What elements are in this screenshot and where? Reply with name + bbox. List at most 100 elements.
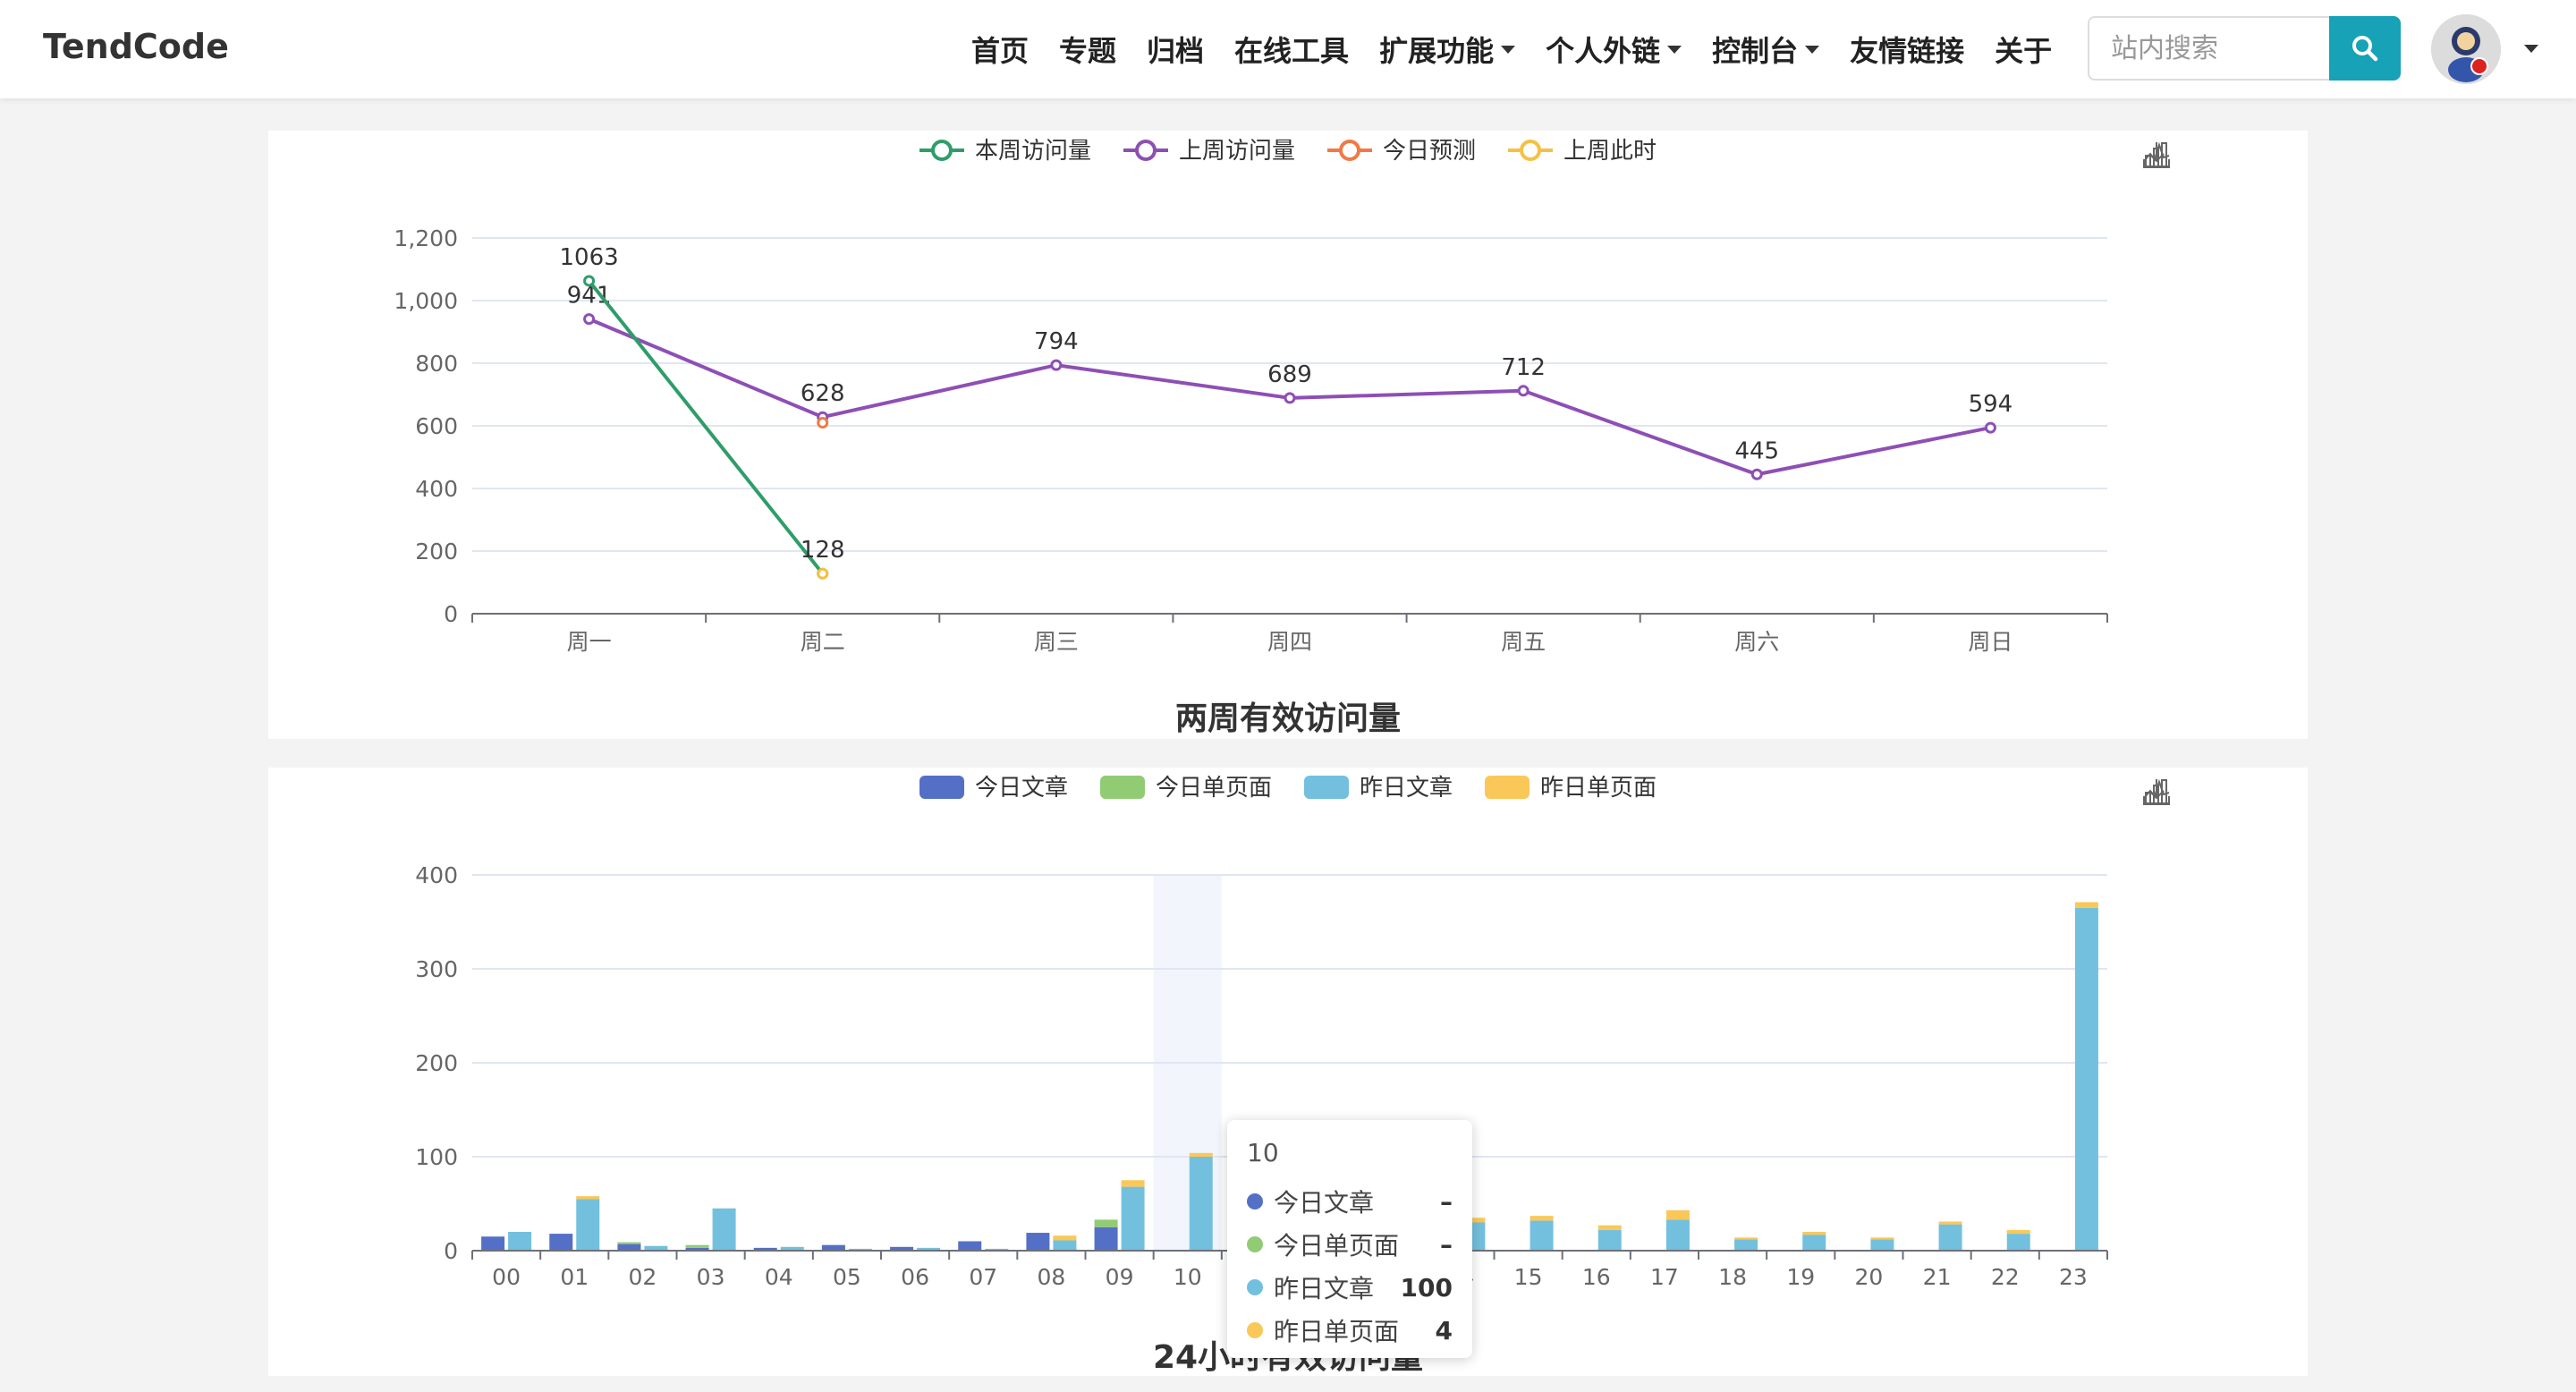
bar-segment: [481, 1236, 505, 1251]
legend-item: 昨日文章: [1304, 775, 1453, 802]
legend-item: 今日文章: [919, 775, 1068, 802]
bar-segment: [1094, 1226, 1118, 1251]
nav-item-extensions[interactable]: 扩展功能: [1379, 29, 1516, 70]
tooltip-series-name: 今日单页面: [1274, 1231, 1400, 1260]
tooltip-series-value: 100: [1400, 1272, 1453, 1303]
x-tick-label: 05: [833, 1264, 861, 1290]
brand-logo-link[interactable]: TendCode: [43, 27, 229, 66]
legend-item: 上周此时: [1508, 138, 1657, 165]
x-tick-label: 18: [1718, 1264, 1747, 1290]
x-tick-label: 02: [629, 1264, 657, 1290]
caret-down-icon: [1805, 45, 1820, 54]
data-point: [817, 567, 829, 580]
save-image-button[interactable]: [2143, 777, 2286, 825]
nav-item-topics[interactable]: 专题: [1059, 29, 1116, 70]
nav-item-console[interactable]: 控制台: [1712, 29, 1820, 70]
x-tick-label: 03: [697, 1264, 725, 1290]
bar-segment: [753, 1247, 777, 1251]
bar-segment: [1802, 1232, 1826, 1235]
bar-segment: [1802, 1235, 1826, 1251]
bar-segment: [848, 1248, 872, 1251]
bar-segment: [549, 1234, 573, 1251]
tooltip-row: 今日文章 –: [1247, 1180, 1453, 1223]
x-tick-label: 15: [1514, 1264, 1543, 1290]
y-tick-label: 200: [415, 1050, 458, 1076]
x-tick-label: 10: [1174, 1264, 1202, 1290]
bar-segment: [1530, 1220, 1554, 1251]
caret-down-icon: [1501, 45, 1516, 54]
avatar-caret-down-icon[interactable]: [2524, 45, 2538, 53]
x-tick-label: 17: [1650, 1264, 1679, 1290]
legend-dot-icon: [1247, 1236, 1263, 1252]
x-tick-label: 周一: [567, 629, 612, 655]
nav-item-label: 归档: [1147, 34, 1205, 68]
legend-label: 昨日单页面: [1540, 775, 1657, 802]
bar-segment: [1938, 1224, 1962, 1251]
bar-segment: [2006, 1229, 2030, 1235]
nav-item-label: 个人外链: [1546, 34, 1661, 68]
nav-item-label: 控制台: [1712, 34, 1799, 68]
chart-toolbox: [2141, 777, 2286, 825]
chart-toolbox: [2141, 140, 2286, 188]
switch-to-bar-button[interactable]: [2143, 777, 2238, 825]
x-tick-label: 21: [1923, 1264, 1952, 1290]
x-tick-label: 19: [1786, 1264, 1815, 1290]
bar-segment: [576, 1196, 600, 1200]
nav-item-personal-links[interactable]: 个人外链: [1546, 29, 1682, 70]
nav-item-archive[interactable]: 归档: [1147, 29, 1204, 70]
bar-segment: [712, 1208, 736, 1251]
y-tick-label: 300: [415, 956, 458, 982]
data-label: 594: [1969, 391, 2013, 418]
bar-segment: [576, 1199, 600, 1251]
weekly-visits-line-chart: 本周访问量 上周访问量 今日预测 上周此时 0 200 400 600 800 1,000 1,20…: [394, 138, 2108, 655]
bar-segment: [1870, 1239, 1894, 1251]
nav-item-label: 关于: [1995, 34, 2053, 68]
legend-label: 上周访问量: [1179, 138, 1295, 165]
search-input[interactable]: [2088, 16, 2329, 81]
bar-segment: [985, 1248, 1009, 1251]
bar-segment: [685, 1244, 709, 1248]
save-image-button[interactable]: [2143, 140, 2286, 188]
x-tick-label: 01: [560, 1264, 589, 1290]
x-tick-label: 07: [969, 1264, 997, 1290]
user-avatar[interactable]: [2431, 14, 2501, 84]
top-navbar: TendCode 首页 专题 归档 在线工具 扩展功能 个人外链 控制台 友情链…: [0, 0, 2576, 98]
y-tick-label: 0: [444, 601, 458, 627]
legend-marker-icon: [931, 140, 953, 161]
data-label: 794: [1034, 328, 1079, 355]
data-label: 628: [801, 380, 845, 407]
x-tick-label: 22: [1991, 1264, 2020, 1290]
bar-segment: [1665, 1210, 1690, 1220]
legend-swatch-icon: [1304, 776, 1349, 799]
bar-segment: [617, 1243, 641, 1251]
x-tick-label: 周二: [801, 629, 845, 655]
tooltip-series-value: –: [1440, 1186, 1453, 1217]
y-tick-label: 800: [415, 351, 458, 377]
y-tick-label: 0: [444, 1238, 458, 1264]
y-tick-label: 1,000: [394, 288, 458, 314]
nav-item-about[interactable]: 关于: [1995, 29, 2052, 70]
bar-segment: [2074, 902, 2098, 908]
search-button[interactable]: [2329, 16, 2401, 81]
caret-down-icon: [1667, 45, 1682, 54]
tooltip-series-value: –: [1440, 1229, 1453, 1260]
x-tick-label: 周五: [1501, 629, 1546, 655]
x-tick-label: 周日: [1968, 629, 2012, 655]
nav-item-online-tools[interactable]: 在线工具: [1234, 29, 1349, 70]
legend-marker-icon: [1339, 140, 1360, 161]
data-point: [1050, 359, 1063, 371]
tooltip-series-value: 4: [1435, 1315, 1453, 1345]
legend-dot-icon: [1247, 1279, 1263, 1295]
x-tick-label: 23: [2059, 1264, 2088, 1290]
legend-dot-icon: [1247, 1193, 1263, 1210]
data-point: [1984, 421, 1996, 434]
bar-segment: [2074, 907, 2098, 1251]
x-tick-label: 20: [1855, 1264, 1884, 1290]
nav-item-friend-links[interactable]: 友情链接: [1850, 29, 1964, 70]
x-tick-label: 00: [492, 1264, 521, 1290]
nav-item-home[interactable]: 首页: [971, 29, 1029, 70]
switch-to-bar-button[interactable]: [2143, 140, 2238, 188]
bar-segment: [1026, 1233, 1050, 1251]
download-icon: [2143, 142, 2170, 168]
tooltip-row: 昨日文章 100: [1247, 1266, 1453, 1309]
